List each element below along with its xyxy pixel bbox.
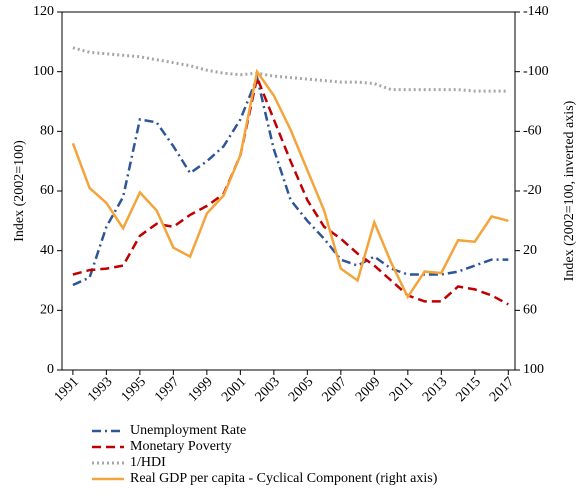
y2-tick-label: 100 [523,362,544,377]
y2-tick-label: -20 [523,183,542,198]
y2-axis-label: Index (2002=100, inverted axis) [562,100,577,281]
legend-label: Monetary Poverty [130,439,231,454]
series-line [72,73,509,287]
y2-tick-label: 60 [523,303,537,318]
legend-label: Unemployment Rate [130,423,246,438]
y-tick-label: 100 [33,64,54,79]
x-tick-label: 2001 [219,374,249,404]
x-tick-label: 2009 [353,374,383,404]
y2-tick-label: -100 [523,64,549,79]
series-line [72,46,509,93]
x-tick-label: 1995 [119,374,149,404]
y2-tick-label: -60 [523,124,542,139]
x-tick-label: 1999 [186,374,216,404]
x-tick-label: 1997 [152,374,182,404]
x-tick-label: 1993 [85,374,115,404]
legend-label: Real GDP per capita - Cyclical Component… [130,471,438,486]
y-tick-label: 40 [40,243,54,258]
x-tick-label: 2007 [320,374,350,404]
series-line [72,73,509,306]
x-tick-label: 2015 [454,374,484,404]
legend-label: 1/HDI [130,455,166,470]
x-tick-label: 2011 [387,374,417,404]
y-axis-label: Index (2002=100) [12,140,27,242]
x-tick-label: 2013 [420,374,450,404]
y-tick-label: 60 [40,183,54,198]
y2-tick-label: 20 [523,243,537,258]
x-tick-label: 1991 [52,374,82,404]
y2-tick-label: -140 [523,4,549,19]
y-tick-label: 80 [40,124,54,139]
series-line [71,68,509,300]
x-tick-label: 2005 [286,374,316,404]
x-tick-label: 2003 [253,374,283,404]
x-tick-label: 2017 [487,374,517,404]
y-tick-label: 0 [47,362,54,377]
y-tick-label: 20 [40,303,54,318]
y-tick-label: 120 [33,4,54,19]
